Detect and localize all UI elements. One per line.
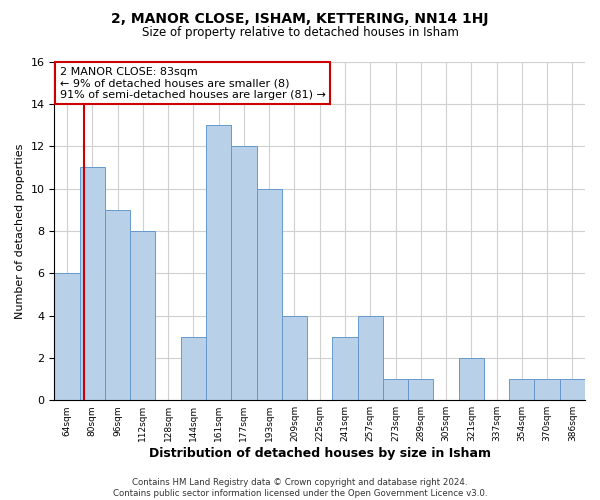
Bar bbox=[509, 379, 535, 400]
Bar bbox=[257, 188, 282, 400]
Bar bbox=[55, 273, 80, 400]
Bar bbox=[458, 358, 484, 400]
Text: Size of property relative to detached houses in Isham: Size of property relative to detached ho… bbox=[142, 26, 458, 39]
Bar bbox=[231, 146, 257, 400]
Bar bbox=[105, 210, 130, 400]
Bar bbox=[80, 168, 105, 400]
Bar bbox=[130, 231, 155, 400]
Y-axis label: Number of detached properties: Number of detached properties bbox=[15, 143, 25, 318]
Text: 2 MANOR CLOSE: 83sqm
← 9% of detached houses are smaller (8)
91% of semi-detache: 2 MANOR CLOSE: 83sqm ← 9% of detached ho… bbox=[60, 66, 326, 100]
Bar bbox=[560, 379, 585, 400]
Bar bbox=[181, 336, 206, 400]
Bar bbox=[535, 379, 560, 400]
X-axis label: Distribution of detached houses by size in Isham: Distribution of detached houses by size … bbox=[149, 447, 491, 460]
Bar bbox=[206, 125, 231, 400]
Bar bbox=[282, 316, 307, 400]
Bar bbox=[332, 336, 358, 400]
Bar bbox=[383, 379, 408, 400]
Bar bbox=[408, 379, 433, 400]
Text: Contains HM Land Registry data © Crown copyright and database right 2024.
Contai: Contains HM Land Registry data © Crown c… bbox=[113, 478, 487, 498]
Text: 2, MANOR CLOSE, ISHAM, KETTERING, NN14 1HJ: 2, MANOR CLOSE, ISHAM, KETTERING, NN14 1… bbox=[111, 12, 489, 26]
Bar bbox=[358, 316, 383, 400]
